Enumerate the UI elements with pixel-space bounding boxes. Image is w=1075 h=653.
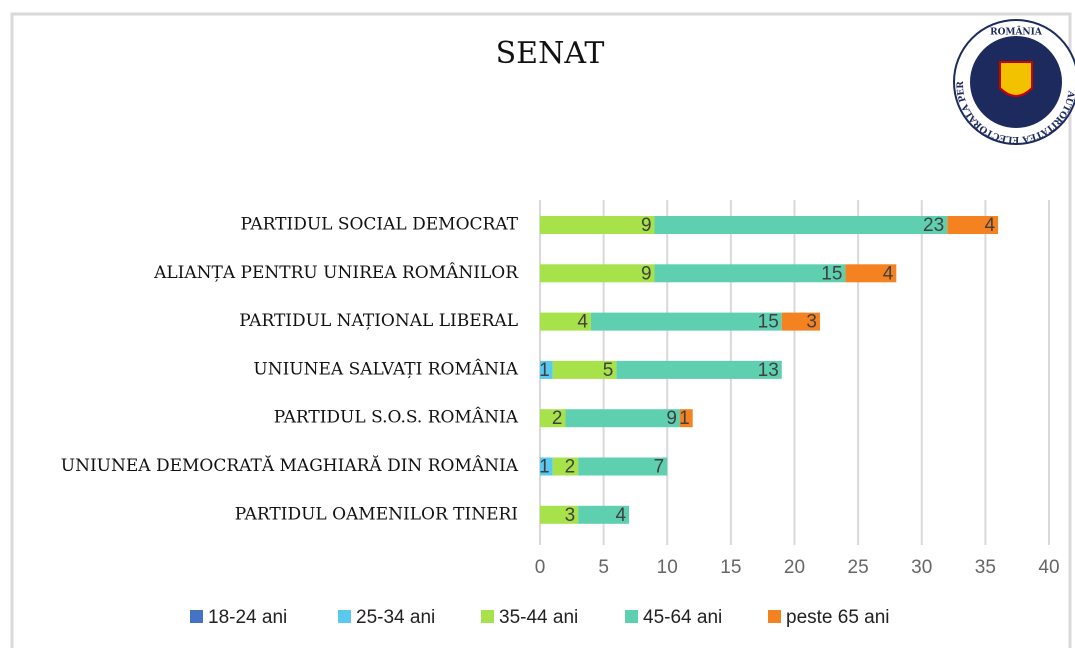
value-label: 1 (539, 360, 550, 381)
x-tick-label: 15 (720, 557, 741, 578)
value-label: 23 (923, 215, 944, 236)
legend-swatch (190, 610, 203, 623)
bar-segment (947, 216, 999, 234)
bar-segment (540, 505, 579, 524)
bar-segment (654, 264, 846, 283)
value-label: 3 (806, 312, 817, 333)
bar-segment (781, 312, 820, 331)
value-label: 1 (539, 457, 550, 478)
value-label: 4 (985, 215, 996, 236)
x-tick-label: 40 (1038, 557, 1059, 578)
legend-label: 25-34 ani (356, 607, 435, 628)
legend-swatch (625, 610, 638, 623)
legend-swatch (481, 610, 494, 623)
category-label: UNIUNEA DEMOCRATĂ MAGHIARĂ DIN ROMÂNIA (61, 455, 519, 476)
value-label: 4 (577, 312, 588, 333)
x-tick-label: 25 (848, 557, 869, 578)
x-tick-label: 5 (598, 557, 609, 578)
value-label: 7 (654, 457, 665, 478)
value-label: 15 (821, 263, 842, 284)
category-label: UNIUNEA SALVAȚI ROMÂNIA (253, 358, 518, 379)
logo-shield (999, 61, 1033, 97)
category-label: ALIANȚA PENTRU UNIREA ROMÂNILOR (153, 262, 519, 283)
value-label: 9 (641, 263, 652, 284)
value-label: 5 (603, 360, 614, 381)
value-label: 2 (552, 408, 563, 429)
chart-title: SENAT (496, 36, 605, 71)
bar-segment (552, 360, 617, 379)
value-label: 4 (883, 263, 894, 284)
x-tick-label: 35 (975, 557, 996, 578)
value-label: 1 (679, 408, 690, 429)
bar-segment (845, 264, 897, 283)
value-label: 9 (666, 408, 677, 429)
bar-segment (654, 216, 948, 234)
bar-segment (565, 409, 680, 428)
x-tick-label: 0 (535, 557, 546, 578)
legend-label: 35-44 ani (499, 607, 578, 628)
bar-segment (540, 216, 655, 234)
bar-segment (590, 312, 782, 331)
x-tick-label: 20 (784, 557, 805, 578)
value-label: 9 (641, 215, 652, 236)
logo-top: ROMÂNIA (990, 26, 1043, 38)
value-label: 4 (615, 505, 626, 526)
bar-segment (540, 457, 553, 476)
bar-segment (552, 457, 579, 476)
value-label: 13 (758, 360, 779, 381)
category-label: PARTIDUL S.O.S. ROMÂNIA (274, 407, 519, 428)
bar-segment (679, 409, 693, 428)
legend-swatch (338, 610, 351, 623)
legend-label: 18-24 ani (208, 607, 287, 628)
bar-segment (540, 360, 553, 379)
bar-segment (578, 505, 630, 524)
bar-segment (540, 409, 566, 428)
bar-segment (578, 457, 668, 476)
value-label: 2 (565, 457, 576, 478)
category-label: PARTIDUL SOCIAL DEMOCRAT (240, 215, 518, 235)
x-tick-label: 10 (657, 557, 678, 578)
legend-swatch (768, 610, 781, 623)
category-label: PARTIDUL NAȚIONAL LIBERAL (239, 311, 518, 331)
legend-label: 45-64 ani (643, 607, 722, 628)
bar-segment (616, 360, 782, 379)
bar-segment (540, 312, 591, 331)
x-tick-label: 30 (911, 557, 932, 578)
category-label: PARTIDUL OAMENILOR TINERI (235, 504, 518, 524)
legend-label: peste 65 ani (786, 607, 890, 628)
value-label: 15 (758, 312, 779, 333)
bar-segment (540, 264, 655, 283)
value-label: 3 (565, 505, 576, 526)
